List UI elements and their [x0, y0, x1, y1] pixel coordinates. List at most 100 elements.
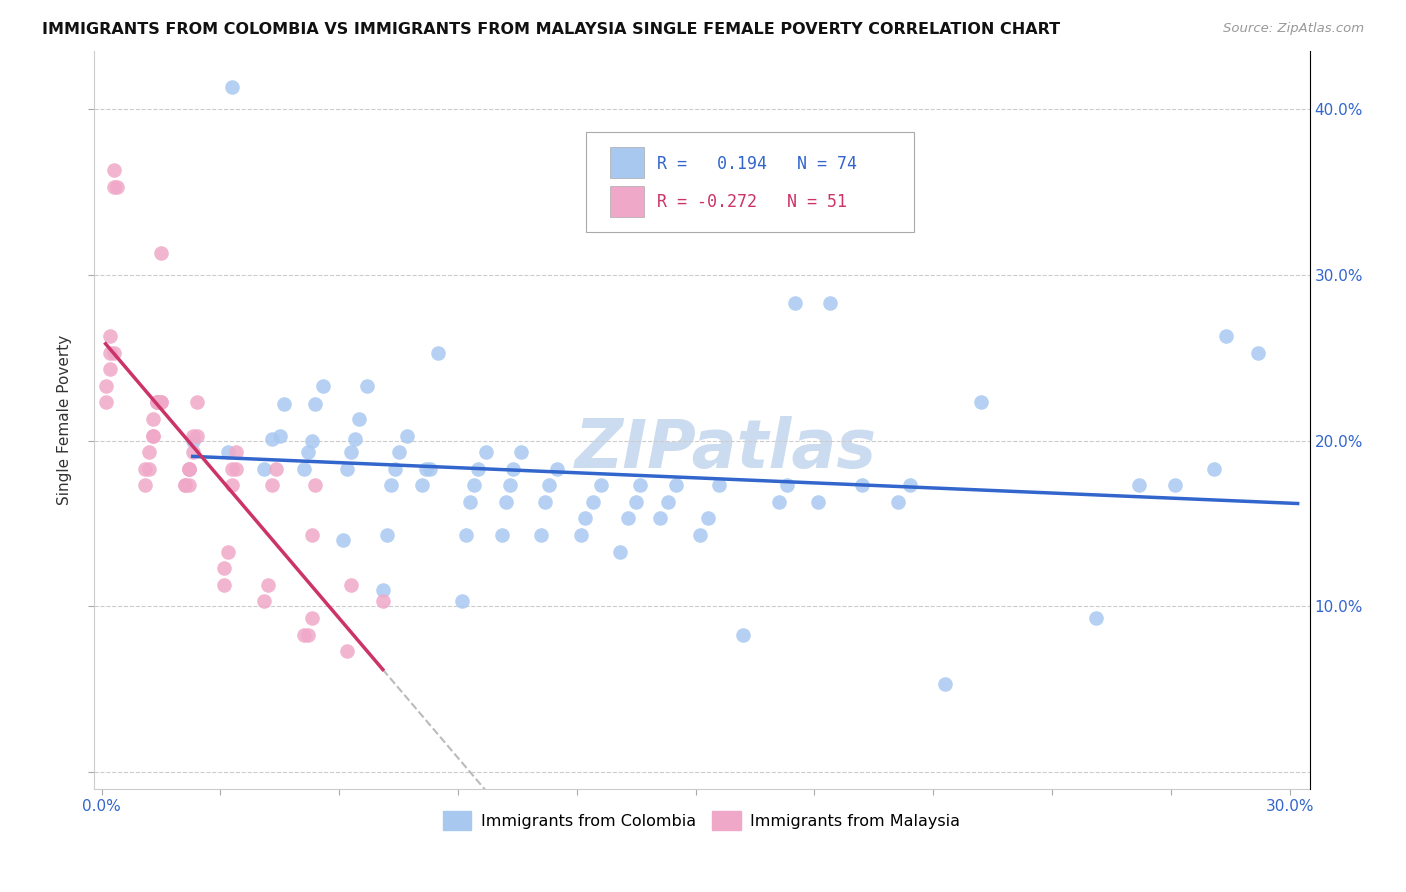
- Point: [344, 432, 367, 446]
- Point: [225, 461, 247, 475]
- Point: [177, 461, 200, 475]
- Point: [103, 179, 125, 194]
- Point: [177, 461, 200, 475]
- Point: [312, 378, 335, 392]
- Point: [886, 495, 908, 509]
- Point: [371, 582, 394, 597]
- Point: [142, 428, 165, 442]
- Point: [538, 478, 561, 492]
- Point: [934, 677, 956, 691]
- Point: [1084, 611, 1107, 625]
- Point: [467, 461, 489, 475]
- Point: [221, 461, 243, 475]
- Point: [820, 295, 842, 310]
- Point: [491, 528, 513, 542]
- Point: [142, 412, 165, 426]
- Point: [264, 461, 287, 475]
- Point: [617, 511, 640, 525]
- Point: [454, 528, 477, 542]
- Text: IMMIGRANTS FROM COLOMBIA VS IMMIGRANTS FROM MALAYSIA SINGLE FEMALE POVERTY CORRE: IMMIGRANTS FROM COLOMBIA VS IMMIGRANTS F…: [42, 22, 1060, 37]
- Point: [146, 395, 169, 409]
- Point: [475, 445, 498, 459]
- Point: [569, 528, 592, 542]
- Point: [257, 578, 280, 592]
- Point: [510, 445, 533, 459]
- Point: [696, 511, 718, 525]
- Point: [217, 445, 239, 459]
- Point: [648, 511, 671, 525]
- Text: Source: ZipAtlas.com: Source: ZipAtlas.com: [1223, 22, 1364, 36]
- Point: [851, 478, 873, 492]
- Point: [970, 395, 993, 409]
- Point: [225, 445, 247, 459]
- Point: [768, 495, 790, 509]
- Point: [98, 362, 121, 376]
- Point: [347, 412, 370, 426]
- Point: [98, 345, 121, 359]
- Point: [253, 594, 276, 608]
- Point: [253, 461, 276, 475]
- Point: [221, 478, 243, 492]
- Point: [146, 395, 169, 409]
- Point: [260, 478, 283, 492]
- Point: [626, 495, 648, 509]
- Point: [269, 428, 291, 442]
- Point: [689, 528, 711, 542]
- FancyBboxPatch shape: [610, 186, 644, 217]
- Point: [340, 578, 363, 592]
- Point: [177, 461, 200, 475]
- Point: [304, 478, 326, 492]
- Point: [181, 434, 204, 448]
- Text: R =   0.194   N = 74: R = 0.194 N = 74: [657, 154, 856, 173]
- Point: [1164, 478, 1187, 492]
- Point: [304, 397, 326, 411]
- Point: [103, 345, 125, 359]
- Point: [260, 432, 283, 446]
- Point: [776, 478, 799, 492]
- Point: [356, 378, 378, 392]
- Point: [186, 395, 208, 409]
- Point: [546, 461, 568, 475]
- Point: [574, 511, 596, 525]
- Point: [150, 246, 173, 260]
- Point: [807, 495, 830, 509]
- Point: [709, 478, 731, 492]
- Point: [173, 478, 195, 492]
- Point: [94, 378, 117, 392]
- Point: [375, 528, 398, 542]
- FancyBboxPatch shape: [586, 132, 914, 232]
- Point: [177, 478, 200, 492]
- Point: [1128, 478, 1150, 492]
- Point: [107, 179, 129, 194]
- Point: [371, 594, 394, 608]
- Point: [388, 445, 411, 459]
- Point: [498, 478, 520, 492]
- Point: [502, 461, 524, 475]
- Point: [530, 528, 553, 542]
- Point: [395, 428, 418, 442]
- Point: [495, 495, 517, 509]
- Point: [221, 80, 243, 95]
- Point: [463, 478, 485, 492]
- Point: [292, 627, 315, 641]
- Point: [458, 495, 481, 509]
- Point: [332, 533, 354, 547]
- Point: [609, 544, 631, 558]
- Point: [301, 434, 323, 448]
- Point: [292, 461, 315, 475]
- Legend: Immigrants from Colombia, Immigrants from Malaysia: Immigrants from Colombia, Immigrants fro…: [436, 805, 967, 837]
- Point: [336, 461, 359, 475]
- Point: [340, 445, 363, 459]
- Point: [783, 295, 806, 310]
- Point: [451, 594, 474, 608]
- Point: [297, 445, 319, 459]
- Point: [297, 627, 319, 641]
- Point: [427, 345, 450, 359]
- Point: [628, 478, 651, 492]
- Y-axis label: Single Female Poverty: Single Female Poverty: [58, 334, 72, 505]
- Point: [214, 578, 236, 592]
- Point: [103, 163, 125, 178]
- Point: [665, 478, 688, 492]
- Point: [657, 495, 679, 509]
- Point: [150, 395, 173, 409]
